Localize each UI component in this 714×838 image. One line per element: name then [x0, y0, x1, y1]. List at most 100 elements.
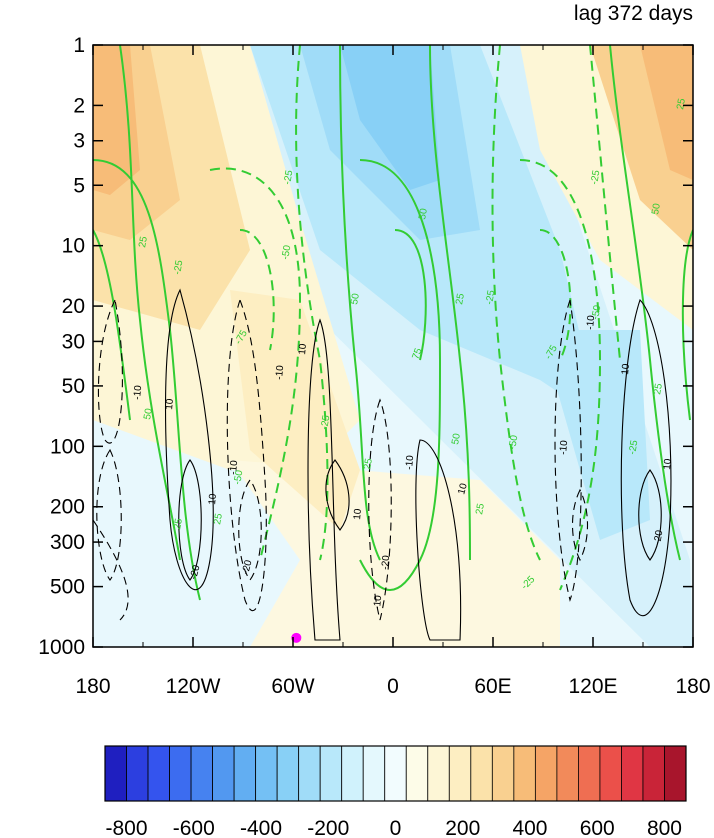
colorbar-swatch [212, 745, 235, 802]
y-tick-label: 5 [73, 174, 85, 197]
contour-label-black: 10 [207, 493, 219, 505]
plot-area: 25 -25 50 -75 -25 -50 -50 -25 50 50 75 2… [93, 45, 693, 647]
y-axis: 1 2 3 5 10 20 30 50 100 200 300 500 1000 [38, 34, 693, 659]
colorbar-swatch [405, 745, 429, 802]
green-dashed-contour [295, 45, 329, 561]
shade-strong-orange-left [93, 45, 140, 195]
contour-label-black: -20 [188, 564, 202, 581]
colorbar-swatch [341, 745, 364, 802]
black-dashed-contour [572, 488, 588, 562]
black-dashed-contour [226, 298, 267, 612]
colorbar-swatch [233, 745, 257, 802]
green-dashed-contour [589, 45, 621, 361]
colorbar-swatch [556, 745, 579, 802]
y-tick-label: 30 [62, 330, 85, 353]
colorbar-swatch [513, 745, 536, 802]
shade-yellow-mid [230, 290, 360, 530]
contour-label-black: -10 [585, 314, 597, 330]
shade-blue-right-low [540, 330, 650, 540]
green-dashed-contour [491, 45, 541, 561]
green-solid-contour [609, 45, 681, 561]
black-solid-contour [620, 298, 672, 616]
location-marker [291, 632, 302, 643]
x-tick-label: 60E [474, 675, 511, 698]
contour-labels: 25 -25 50 -75 -25 -50 -50 -25 50 50 75 2… [132, 97, 688, 610]
green-solid-contour [394, 229, 427, 361]
y-tick-label: 300 [50, 531, 85, 554]
contour-label-black: 10 [164, 398, 176, 410]
contour-label-green: -25 [484, 289, 497, 306]
contour-label-green: 25 [212, 512, 225, 525]
y-tick-label: 3 [73, 130, 85, 153]
contour-label-green: 25 [652, 382, 665, 395]
y-tick-label: 10 [62, 235, 85, 258]
contour-label-green: 25 [137, 235, 150, 248]
x-axis: 180 120W 60W 0 60E 120E 180 [75, 45, 711, 698]
contour-label-black: -20 [380, 554, 392, 570]
black-solid-contour [164, 288, 214, 590]
contour-label-green: 25 [172, 517, 185, 530]
colorbar-swatch [470, 745, 493, 802]
colorbar-swatch [642, 745, 665, 802]
green-dashed-contour [239, 229, 275, 351]
y-tick-label: 200 [50, 496, 85, 519]
contour-label-black: -10 [132, 384, 144, 400]
colorbar-swatch [276, 745, 300, 802]
contour-label-black: -10 [404, 454, 416, 470]
green-solid-contour [93, 229, 131, 421]
colorbar-swatch [319, 745, 343, 802]
contour-label-green: 25 [474, 502, 487, 515]
colorbar-swatch [190, 745, 213, 802]
contour-label-green: -25 [282, 169, 295, 186]
y-tick-label: 50 [62, 375, 85, 398]
colorbar-swatch [534, 745, 558, 802]
green-dashed-contour [519, 159, 602, 591]
x-tick-label: 0 [387, 675, 399, 698]
green-dashed-contour [209, 167, 302, 561]
colorbar-swatch [147, 745, 170, 802]
green-solid-contour [339, 45, 381, 561]
black-dashed-contour [93, 519, 129, 621]
green-solid-contour [681, 229, 693, 421]
colorbar-swatch [578, 745, 601, 802]
contour-label-black: -10 [558, 439, 570, 455]
chart-title-lag: lag 372 days [574, 2, 693, 25]
contour-label-black: 10 [297, 343, 309, 355]
black-dashed-contour [238, 479, 262, 581]
black-dashed-contour [554, 299, 582, 602]
green-contours [93, 45, 693, 601]
colorbar-tick-label: -400 [240, 817, 282, 838]
contour-label-black: -10 [372, 594, 384, 610]
contour-label-green: -25 [627, 439, 640, 456]
colorbar-swatch [169, 745, 192, 802]
colorbar-swatch [104, 745, 127, 802]
contour-label-black: 10 [620, 363, 632, 375]
y-tick-label: 1 [73, 34, 85, 57]
shade-strong-orange-right [640, 45, 693, 180]
contour-label-green: -25 [319, 414, 332, 431]
green-solid-contour [429, 45, 471, 561]
colorbar-tick-label: 400 [512, 817, 547, 838]
colorbar-swatch [362, 745, 386, 802]
contour-label-green: 50 [142, 407, 155, 420]
y-tick-label: 500 [50, 576, 85, 599]
contour-label-green: -50 [590, 304, 603, 321]
shade-deep-blue-core [340, 45, 440, 190]
contour-label-black: -20 [240, 559, 254, 576]
black-solid-contour [307, 318, 341, 641]
colorbar-tick-label: 800 [647, 817, 682, 838]
x-tick-label: 120E [568, 675, 617, 698]
colorbar: -800 -600 -400 -200 0 200 400 600 800 [104, 745, 687, 838]
black-solid-contour [415, 439, 462, 641]
colorbar-swatch [384, 745, 407, 802]
contour-label-green: 50 [417, 207, 430, 220]
colorbar-swatch [599, 745, 622, 802]
colorbar-swatch [448, 745, 472, 802]
contour-label-black: 10 [662, 458, 674, 470]
contour-label-green: -50 [280, 244, 293, 261]
black-contours [93, 288, 672, 641]
black-dashed-contour [97, 298, 123, 444]
y-tick-label: 100 [50, 435, 85, 458]
black-dashed-contour [96, 448, 122, 581]
